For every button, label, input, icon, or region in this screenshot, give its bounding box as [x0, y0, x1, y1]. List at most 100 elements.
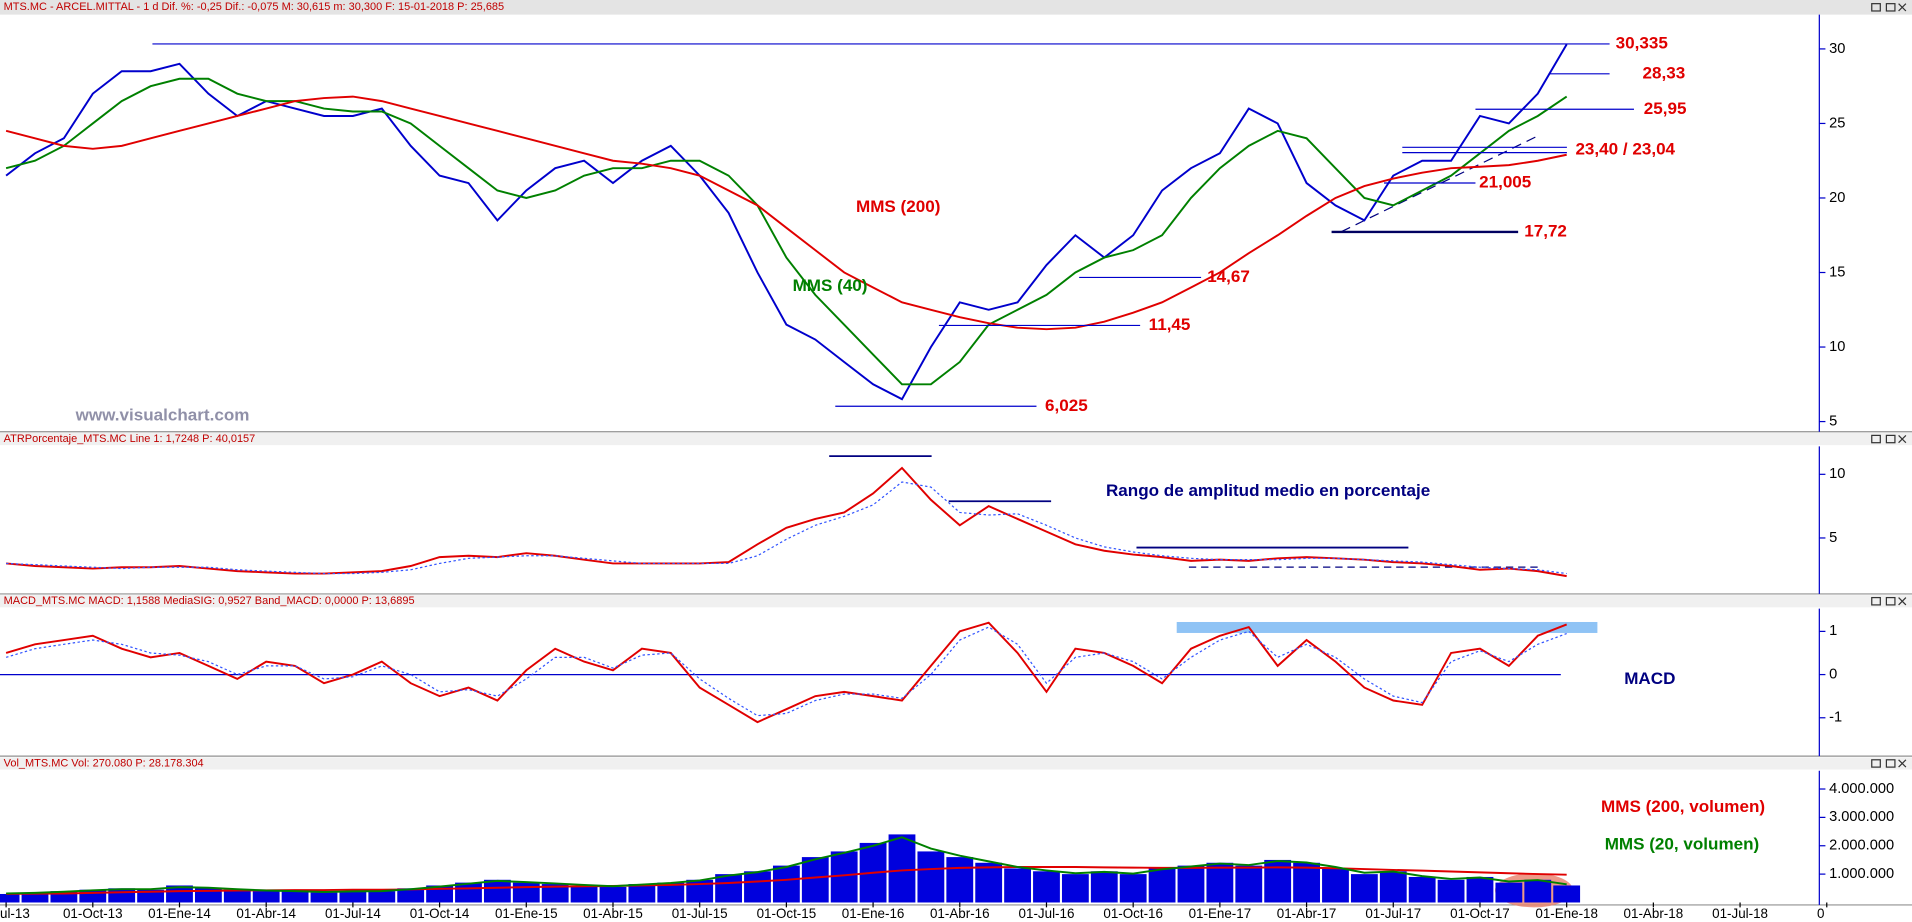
volume-bar	[512, 882, 540, 903]
volume-bar	[1524, 879, 1552, 903]
volume-bar	[1235, 865, 1263, 903]
x-tick-label: 01-Ene-17	[1189, 906, 1252, 921]
x-tick-label: 01-Jul-17	[1365, 906, 1421, 921]
volume-bar	[1495, 882, 1523, 903]
volume-bar	[223, 889, 251, 903]
x-tick-label: 01-Jul-18	[1712, 906, 1768, 921]
panel-header: ATRPorcentaje_MTS.MC Line 1: 1,7248 P: 4…	[4, 433, 256, 445]
y-tick-label: 1	[1829, 623, 1837, 639]
volume-bar	[744, 871, 771, 903]
x-tick-label: ul-13	[0, 906, 30, 921]
volume-bar	[1293, 862, 1320, 903]
panel-header: Vol_MTS.MC Vol: 270.080 P: 28.178.304	[4, 757, 204, 769]
y-tick-label: 3.000.000	[1829, 809, 1894, 825]
x-tick-label: 01-Jul-16	[1019, 906, 1075, 921]
volume-bar	[339, 891, 367, 903]
y-tick-label: 4.000.000	[1829, 781, 1894, 797]
level-label: 17,72	[1524, 221, 1567, 240]
volume-bar	[1322, 868, 1349, 903]
x-tick-label: 01-Oct-17	[1450, 906, 1510, 921]
volume-bar	[0, 893, 20, 903]
annotation: Rango de amplitud medio en porcentaje	[1106, 481, 1430, 500]
volume-bar	[1033, 871, 1060, 903]
volume-bar	[1553, 885, 1581, 903]
annotation: MMS (200, volumen)	[1601, 797, 1765, 816]
annotation: MMS (20, volumen)	[1605, 835, 1760, 854]
volume-bar	[483, 879, 511, 903]
y-tick-label: 1.000.000	[1829, 866, 1894, 882]
y-tick-label: 0	[1829, 666, 1837, 682]
x-tick-label: 01-Ene-15	[495, 906, 558, 921]
level-label: 14,67	[1207, 267, 1250, 286]
x-tick-label: 01-Abr-16	[930, 906, 990, 921]
x-tick-label: 01-Abr-18	[1624, 906, 1684, 921]
volume-bar	[1206, 862, 1234, 903]
annotation: www.visualchart.com	[75, 405, 250, 424]
volume-bar	[570, 885, 598, 903]
series-line	[5, 626, 1567, 717]
volume-bar	[772, 865, 800, 903]
x-tick-label: 01-Abr-15	[583, 906, 643, 921]
volume-bar	[1350, 874, 1378, 903]
y-tick-label: 10	[1829, 466, 1845, 482]
y-tick-label: 10	[1829, 339, 1845, 355]
x-tick-label: 01-Oct-14	[410, 906, 470, 921]
volume-bar	[166, 885, 193, 903]
volume-bar	[830, 851, 858, 903]
level-label: 11,45	[1149, 315, 1191, 334]
volume-bar	[715, 874, 742, 903]
x-tick-label: 01-Ene-18	[1535, 906, 1598, 921]
volume-bar	[1090, 871, 1118, 903]
panel-header: MTS.MC - ARCEL.MITTAL - 1 d Dif. %: -0,2…	[4, 1, 504, 13]
volume-bar	[917, 851, 945, 903]
level-label: 6,025	[1045, 396, 1088, 415]
y-tick-label: -1	[1829, 710, 1842, 726]
volume-bar	[1148, 868, 1176, 903]
x-tick-label: 0	[1817, 906, 1824, 921]
x-tick-label: 01-Abr-14	[236, 906, 296, 921]
y-tick-label: 25	[1829, 115, 1845, 131]
x-tick-label: 01-Oct-13	[63, 906, 123, 921]
x-tick-label: 01-Abr-17	[1277, 906, 1337, 921]
volume-bar	[1437, 879, 1465, 903]
series-line	[5, 43, 1568, 401]
annotation: MACD	[1624, 669, 1675, 688]
volume-bar	[1264, 859, 1292, 903]
x-tick-label: 01-Jul-15	[672, 906, 728, 921]
series-line	[6, 836, 1567, 895]
volume-bar	[541, 884, 569, 903]
x-tick-label: 01-Ene-16	[842, 906, 905, 921]
volume-bar	[1177, 865, 1205, 903]
level-label: 21,005	[1479, 173, 1532, 192]
y-tick-label: 5	[1829, 413, 1837, 429]
x-tick-label: 01-Oct-15	[757, 906, 817, 921]
series-line	[5, 77, 1568, 386]
series-line	[6, 466, 1567, 578]
volume-bar	[1379, 871, 1407, 903]
annotation: MMS (200)	[856, 197, 940, 216]
title-bar	[0, 0, 1912, 15]
volume-bar	[1466, 876, 1494, 903]
level-label: 25,95	[1644, 99, 1687, 118]
series-line	[6, 481, 1567, 575]
volume-bar	[801, 857, 829, 903]
volume-bar	[281, 891, 309, 903]
y-tick-label: 2.000.000	[1829, 838, 1894, 854]
volume-bar	[1119, 874, 1147, 903]
volume-bar	[686, 879, 714, 903]
volume-bar	[397, 888, 425, 903]
y-tick-label: 5	[1829, 530, 1837, 546]
volume-bar	[137, 889, 165, 903]
volume-bar	[888, 834, 916, 903]
window-buttons[interactable]	[1871, 3, 1907, 768]
volume-bar	[1004, 868, 1031, 903]
y-tick-label: 30	[1829, 41, 1845, 57]
annotation: MMS (40)	[793, 276, 868, 295]
macd-highlight	[1176, 621, 1598, 633]
series-line	[5, 621, 1568, 724]
volume-bar	[310, 892, 338, 903]
x-tick-label: 01-Jul-14	[325, 906, 381, 921]
level-label: 28,33	[1643, 63, 1686, 82]
